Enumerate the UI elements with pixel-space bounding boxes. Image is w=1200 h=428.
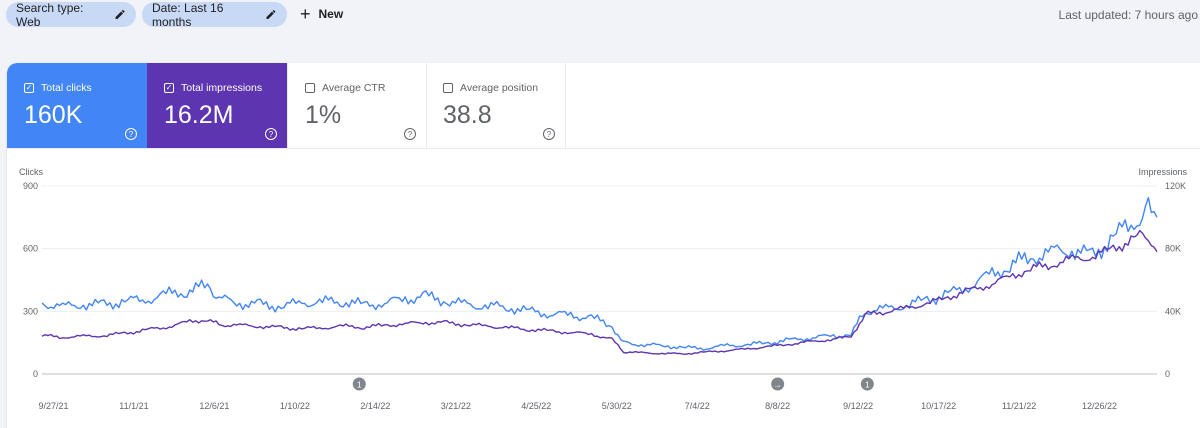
- performance-chart[interactable]: Clicks Impressions 900 120K 600 80K 300 40K 0 0 9/…: [7, 63, 1200, 428]
- x-tick-label: 8/8/22: [765, 401, 790, 411]
- x-tick-label: 11/21/22: [1002, 401, 1036, 411]
- metric-header: ✓ Total clicks: [24, 82, 92, 94]
- help-icon[interactable]: ?: [125, 128, 137, 140]
- y-tick-label: 900: [23, 181, 38, 191]
- performance-card: ✓ Total clicks 160K ? ✓ Total impression…: [7, 63, 1200, 428]
- series-line-impressions: [41, 229, 1158, 355]
- metric-value: 16.2M: [164, 101, 234, 129]
- y2-tick-label: 80K: [1165, 244, 1181, 254]
- metric-header: Average CTR: [305, 82, 385, 94]
- filter-bar: Search type: Web Date: Last 16 months + …: [0, 0, 1200, 30]
- x-tick-label: 11/1/21: [119, 401, 148, 411]
- x-tick-label: 10/17/22: [921, 401, 956, 411]
- last-updated-text: Last updated: 7 hours ago: [1058, 8, 1198, 22]
- checkbox-unchecked-icon[interactable]: [305, 83, 315, 93]
- x-tick-label: 9/12/22: [843, 401, 873, 411]
- new-filter-label: New: [318, 7, 344, 21]
- pencil-icon[interactable]: [265, 8, 277, 21]
- metric-label: Average CTR: [322, 82, 386, 94]
- y2-tick-label: 120K: [1165, 181, 1186, 191]
- checkbox-checked-icon[interactable]: ✓: [24, 83, 34, 93]
- y2-tick-label: 0: [1165, 369, 1170, 379]
- search-type-label: Search type: Web: [16, 0, 84, 29]
- x-tick-label: 5/30/22: [602, 401, 632, 411]
- metric-total-clicks[interactable]: ✓ Total clicks 160K ?: [7, 63, 147, 148]
- annotation-label: →: [773, 380, 782, 390]
- x-tick-label: 1/10/22: [280, 401, 310, 411]
- x-tick-label: 3/21/22: [441, 401, 471, 411]
- y-axis-title: Clicks: [19, 167, 43, 177]
- x-tick-label: 12/6/21: [199, 401, 229, 411]
- x-tick-label: 2/14/22: [360, 401, 390, 411]
- divider: [7, 148, 1200, 149]
- checkbox-checked-icon[interactable]: ✓: [164, 83, 174, 93]
- checkbox-unchecked-icon[interactable]: [443, 83, 453, 93]
- metric-label: Total clicks: [41, 82, 92, 94]
- y-tick-label: 300: [23, 306, 38, 316]
- x-tick-label: 9/27/21: [38, 401, 68, 411]
- metric-value: 1%: [305, 101, 342, 129]
- series-line-clicks: [41, 196, 1158, 351]
- help-icon[interactable]: ?: [543, 128, 555, 140]
- annotation-marker: [771, 377, 785, 391]
- new-filter-button[interactable]: + New: [300, 3, 343, 25]
- metric-header: ✓ Total impressions: [164, 82, 262, 94]
- search-type-filter-chip[interactable]: Search type: Web: [6, 0, 136, 29]
- annotation-label: 1: [357, 380, 362, 390]
- y-tick-label: 600: [23, 244, 38, 254]
- metric-value: 160K: [24, 101, 83, 129]
- metric-average-position[interactable]: Average position 38.8 ?: [426, 63, 566, 148]
- metric-label: Average position: [460, 82, 539, 94]
- help-icon[interactable]: ?: [404, 128, 416, 140]
- plus-icon: +: [300, 4, 311, 24]
- date-filter-chip[interactable]: Date: Last 16 months: [142, 0, 287, 29]
- pencil-icon[interactable]: [114, 8, 126, 21]
- metric-label: Total impressions: [181, 82, 263, 94]
- metric-header: Average position: [443, 82, 538, 94]
- help-icon[interactable]: ?: [265, 128, 277, 140]
- annotation-label: 1: [865, 380, 870, 390]
- x-tick-label: 12/26/22: [1082, 401, 1117, 411]
- date-filter-label: Date: Last 16 months: [152, 0, 224, 29]
- y2-axis-title: Impressions: [1138, 167, 1187, 177]
- metric-total-impressions[interactable]: ✓ Total impressions 16.2M ?: [147, 63, 287, 148]
- x-tick-label: 4/25/22: [521, 401, 551, 411]
- x-tick-label: 7/4/22: [685, 401, 710, 411]
- y2-tick-label: 40K: [1165, 306, 1181, 316]
- annotation-marker: [860, 377, 874, 391]
- y-tick-label: 0: [33, 369, 38, 379]
- metric-average-ctr[interactable]: Average CTR 1% ?: [287, 63, 427, 148]
- metric-value: 38.8: [443, 101, 492, 129]
- annotation-marker: [352, 377, 366, 391]
